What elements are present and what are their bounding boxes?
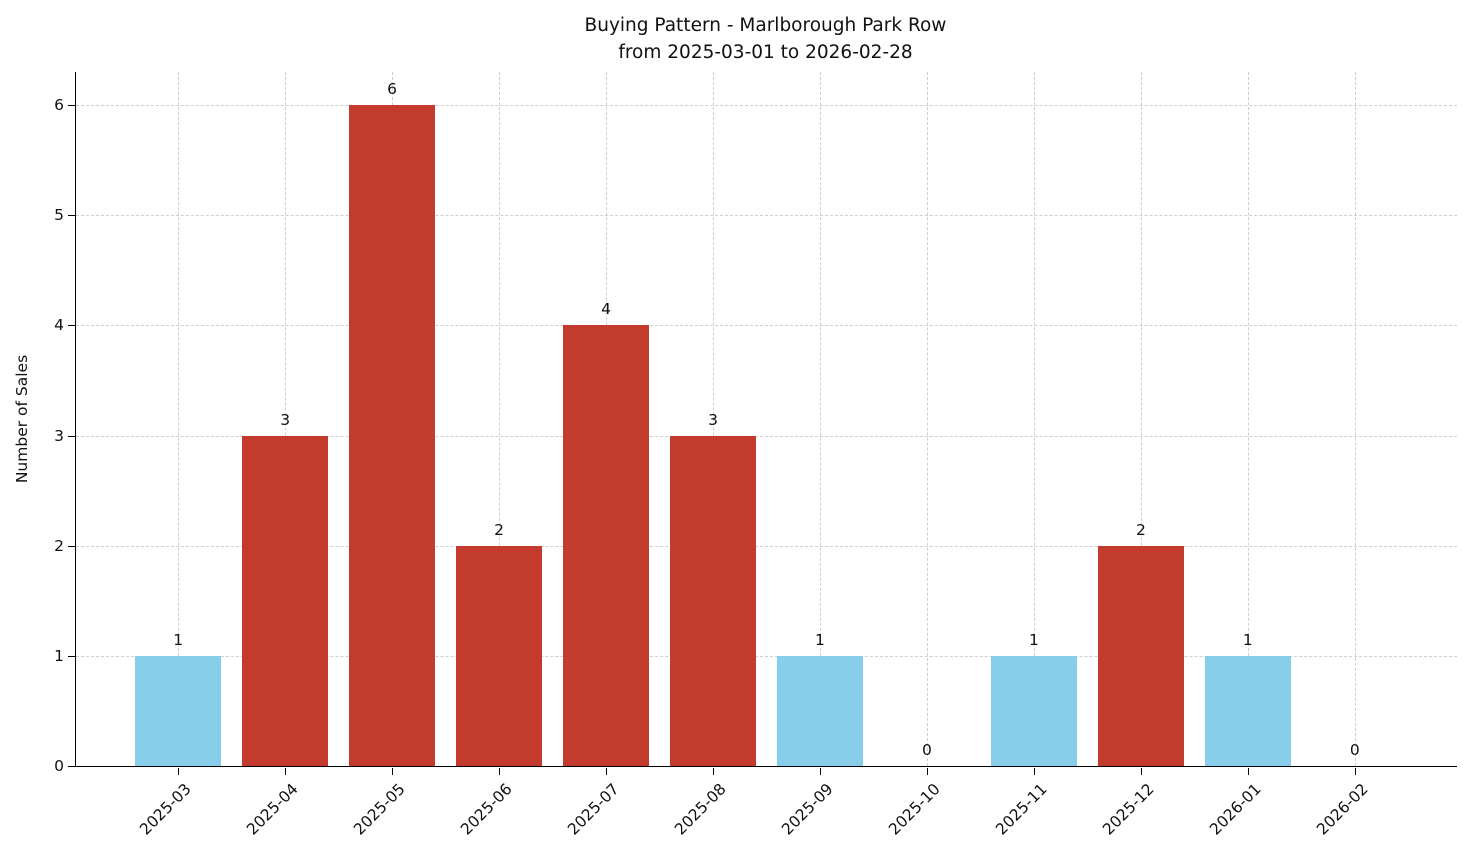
y-tick-label: 1 (54, 646, 64, 665)
y-tick-mark (68, 655, 75, 657)
bar (776, 655, 863, 766)
x-tick-mark (392, 768, 394, 775)
y-tick-label: 2 (54, 536, 64, 555)
bar-value-label: 1 (1242, 630, 1253, 649)
x-tick-label: 2025-08 (671, 780, 730, 839)
chart-title-line1: Buying Pattern - Marlborough Park Row (584, 15, 947, 36)
bar-value-label: 2 (1135, 520, 1146, 539)
x-tick-mark (1247, 768, 1249, 775)
y-tick-label: 5 (54, 206, 64, 225)
x-tick-mark (926, 768, 928, 775)
y-tick-mark (68, 105, 75, 107)
x-gridline (713, 72, 715, 766)
x-gridline (499, 72, 501, 766)
x-gridline (819, 72, 821, 766)
x-tick-mark (1033, 768, 1035, 775)
bar (670, 435, 757, 766)
chart-title: Buying Pattern - Marlborough Park Row fr… (75, 12, 1456, 66)
x-tick-label: 2025-09 (778, 780, 837, 839)
y-gridline (76, 545, 1457, 547)
y-tick-label: 0 (54, 757, 64, 775)
y-tick-mark (68, 766, 75, 767)
y-axis-label: Number of Sales (13, 354, 31, 484)
plot-area: 0 1 2 3 4 5 6 1 2025-03 3 2025-04 6 2025-05 2 2025-06 4… (54, 72, 1457, 839)
bar (456, 545, 543, 766)
x-tick-mark (178, 768, 180, 775)
chart-title-line2: from 2025-03-01 to 2026-02-28 (618, 42, 913, 63)
x-tick-label: 2025-03 (136, 780, 195, 839)
x-tick-mark (1354, 768, 1356, 775)
y-gridline (76, 655, 1457, 657)
x-tick-label: 2026-02 (1313, 780, 1372, 839)
y-gridline (76, 435, 1457, 437)
bar-value-label: 1 (173, 630, 184, 649)
bar-value-label: 0 (922, 741, 932, 759)
x-tick-mark (819, 768, 821, 775)
x-tick-label: 2025-04 (243, 780, 302, 839)
x-gridline (178, 72, 180, 766)
x-tick-label: 2025-10 (885, 780, 944, 839)
x-gridline (1247, 72, 1249, 766)
x-gridline (1354, 72, 1356, 766)
x-tick-label: 2025-12 (1099, 780, 1158, 839)
y-tick-mark (68, 545, 75, 547)
bar-value-label: 0 (1349, 741, 1360, 759)
x-gridline (926, 72, 928, 766)
bar-value-label: 1 (1028, 630, 1039, 649)
y-tick-mark (68, 325, 75, 327)
bar-value-label: 3 (708, 410, 718, 429)
x-tick-label: 2026-01 (1206, 780, 1265, 839)
x-tick-label: 2025-06 (457, 780, 516, 839)
bar (135, 655, 222, 766)
x-tick-mark (606, 768, 608, 775)
y-tick-label: 4 (54, 316, 64, 335)
x-tick-label: 2025-11 (992, 780, 1051, 839)
x-gridline (285, 72, 287, 766)
bar (563, 325, 650, 766)
bar (1204, 655, 1291, 766)
y-tick-mark (68, 435, 75, 437)
bar (1097, 545, 1184, 766)
x-gridline (1140, 72, 1142, 766)
x-tick-mark (499, 768, 501, 775)
x-gridline (1033, 72, 1035, 766)
x-tick-mark (285, 768, 287, 775)
y-tick-mark (68, 215, 75, 217)
bar-value-label: 2 (494, 520, 505, 539)
bar (990, 655, 1077, 766)
y-tick-label: 6 (54, 96, 64, 115)
bar-value-label: 6 (387, 80, 398, 99)
y-gridline (76, 105, 1457, 107)
y-tick-label: 3 (54, 426, 64, 445)
bar-value-label: 3 (280, 410, 291, 429)
bar (349, 105, 436, 766)
bar-value-label: 1 (815, 630, 825, 649)
bar (242, 435, 329, 766)
x-tick-mark (713, 768, 715, 775)
x-tick-mark (1140, 768, 1142, 775)
x-tick-label: 2025-07 (564, 780, 623, 839)
x-tick-label: 2025-05 (350, 780, 409, 839)
y-gridline (76, 325, 1457, 327)
y-gridline (76, 215, 1457, 217)
bar-value-label: 4 (601, 300, 611, 319)
